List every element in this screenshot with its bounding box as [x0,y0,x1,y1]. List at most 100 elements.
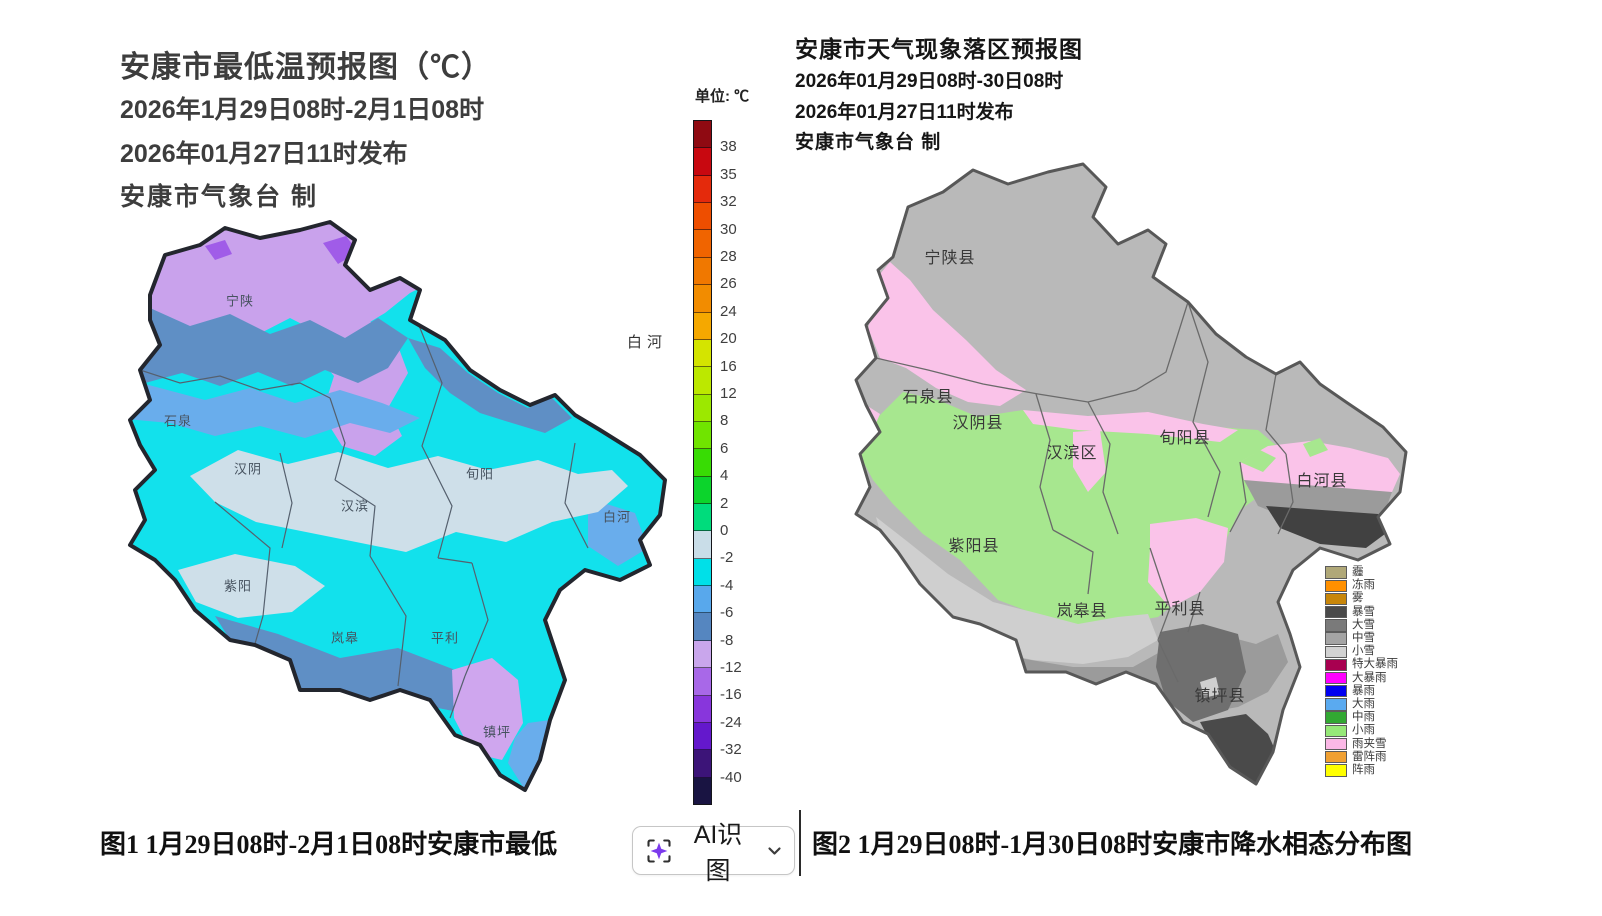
caption-divider [799,810,801,876]
legend-label: 小雨 [1352,724,1375,737]
legend-row: 雾 [1325,592,1398,606]
legend-swatch [1325,737,1347,751]
colorbar-segment [694,421,711,450]
colorbar-ticks: 38 35 32 30 28 26 24 20 16 12 8 6 4 2 0 -2 -4 -6 -8 -12 -16-… [720,120,766,805]
left-map-title: 安康市最低温预报图（℃） [120,51,492,84]
temperature-colorbar [693,120,712,805]
right-figure-caption: 图2 1月29日08时-1月30日08时安康市降水相态分布图 [812,830,1413,859]
legend-row: 大暴雨 [1325,672,1398,685]
colorbar-tick-label: 0 [720,522,729,539]
colorbar-tick-label: -2 [720,549,734,567]
colorbar-tick-label: 16 [720,357,737,375]
colorbar-tick-label: -40 [720,768,742,786]
colorbar-tick-label: 28 [720,248,737,265]
legend-row: 冻雨 [1325,579,1398,592]
colorbar-tick-label: -8 [720,631,734,649]
colorbar-segment [694,175,711,204]
legend-row: 雷阵雨 [1325,751,1398,764]
legend-row: 阵雨 [1325,764,1398,777]
left-map-issue-time: 2026年01月27日11时发布 [120,140,408,168]
legend-swatch [1325,592,1347,606]
colorbar-segment [694,586,711,614]
right-map-producer: 安康市气象台 制 [795,132,942,153]
legend-label: 特大暴雨 [1352,658,1398,671]
legend-swatch [1325,724,1347,738]
colorbar-tick-label: 30 [720,220,737,238]
legend-row: 小雨 [1325,724,1398,738]
colorbar-segment [694,312,711,340]
legend-swatch [1325,566,1347,579]
legend-label: 大雨 [1352,697,1375,710]
legend-row: 大雨 [1325,698,1398,711]
legend-swatch [1325,658,1347,672]
colorbar-tick-label: -12 [720,659,742,676]
colorbar-tick-label: 32 [720,193,737,211]
colorbar-tick-label: -32 [720,741,742,759]
colorbar-tick-label: 4 [720,467,729,485]
colorbar-segment [694,203,711,231]
colorbar-segment [694,640,711,669]
min-temp-map-graphic [128,220,667,792]
legend-row: 中雨 [1325,711,1398,724]
legend-label: 冻雨 [1352,579,1375,592]
ai-sparkle-icon [645,837,673,865]
ai-button-label: AI识图 [693,820,743,885]
legend-swatch [1325,605,1347,619]
colorbar-tick-label: 24 [720,302,737,320]
legend-swatch [1325,619,1347,632]
colorbar-tick-label: -4 [720,576,734,594]
colorbar-segment [694,449,711,477]
legend-label: 大暴雨 [1352,671,1387,684]
colorbar-segment [694,613,711,641]
precip-type-map: 宁陕县 石泉县 汉阴县 汉滨区 旬阳县 白河县 紫阳县 岚皋县 平利县 镇坪县 [848,162,1413,787]
chevron-down-icon[interactable] [767,845,782,857]
ai-recognize-button[interactable]: AI识图 [632,821,795,885]
legend-row: 暴雨 [1325,685,1398,698]
legend-label: 大雪 [1352,618,1375,631]
legend-swatch [1325,685,1347,698]
colorbar-segment [694,394,711,422]
colorbar-segment [694,777,711,804]
colorbar-segment [694,722,711,751]
colorbar-segment [694,121,711,149]
legend-label: 霾 [1352,566,1364,579]
left-figure-caption: 图1 1月29日08时-2月1日08时安康市最低 [100,830,558,859]
legend-label: 中雪 [1352,632,1375,645]
legend-swatch [1325,764,1347,777]
legend-swatch [1325,671,1347,685]
colorbar-tick-label: 38 [720,138,737,156]
colorbar-tick-label: 2 [720,494,729,512]
colorbar-tick-label: -6 [720,604,734,622]
colorbar-tick-label: 35 [720,165,737,183]
colorbar-segment [694,230,711,258]
legend-label: 小雪 [1352,645,1375,658]
legend-swatch [1325,632,1347,645]
colorbar-tick-label: 6 [720,439,729,457]
colorbar-tick-label: 20 [720,330,737,348]
right-map-issue-time: 2026年01月27日11时发布 [795,102,1014,123]
colorbar-tick-label: 26 [720,275,737,293]
colorbar-segment [694,367,711,395]
colorbar-segment [694,504,711,532]
legend-row: 霾 [1325,566,1398,579]
right-map-valid-time: 2026年01月29日08时-30日08时 [795,71,1064,92]
colorbar-segment [694,750,711,778]
legend-swatch [1325,698,1347,711]
colorbar-segment [694,695,711,723]
legend-label: 中雨 [1352,711,1375,724]
colorbar-segment [694,339,711,368]
legend-row: 大雪 [1325,619,1398,632]
colorbar-segment [694,558,711,587]
min-temp-map: 宁陕 石泉 汉阴 汉滨 旬阳 白河 紫阳 岚皋 平利 镇坪 [120,218,680,813]
legend-swatch [1325,711,1347,724]
legend-swatch [1325,579,1347,592]
legend-label: 暴雪 [1352,605,1375,618]
colorbar-segment [694,476,711,505]
legend-row: 小雪 [1325,645,1398,658]
legend-label: 雨夹雪 [1352,737,1387,750]
colorbar-segment [694,531,711,559]
legend-label: 暴雨 [1352,684,1375,697]
legend-label: 阵雨 [1352,763,1375,776]
legend-swatch [1325,751,1347,764]
